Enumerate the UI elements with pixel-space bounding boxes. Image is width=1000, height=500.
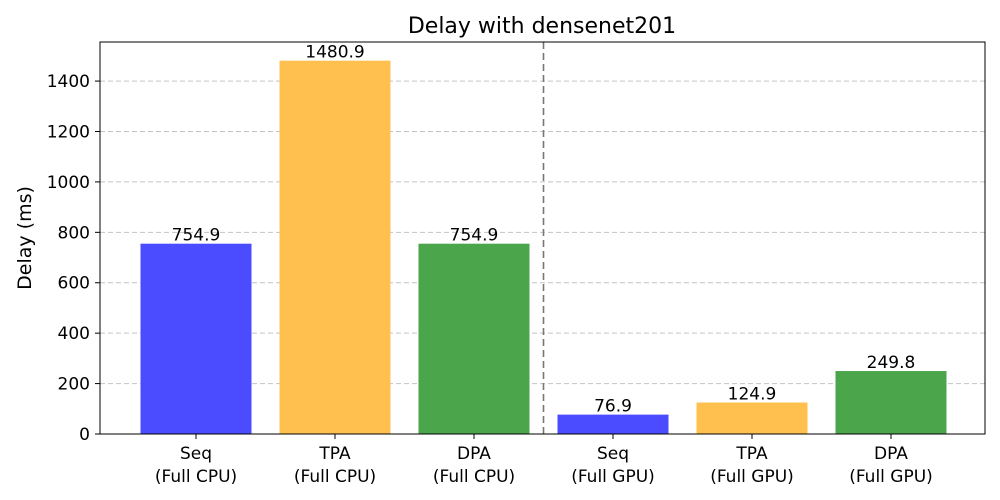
x-tick-label: (Full GPU) [849,467,933,487]
y-tick-label: 0 [79,425,90,445]
bar-value-label: 124.9 [728,385,777,405]
x-tick-label: (Full GPU) [710,467,794,487]
value-labels: 754.9 1480.9 754.9 76.9 124.9 249.8 [172,43,916,417]
x-tick-label: DPA [874,444,908,464]
y-tick-label: 1400 [47,72,90,92]
bar [140,243,252,434]
x-tick-label: Seq [180,444,212,464]
bar [279,60,391,434]
bar [835,371,947,434]
bar [557,414,669,434]
y-tick-label: 600 [58,274,90,294]
bar [696,402,808,434]
bars [140,60,947,434]
y-tick-label: 400 [58,324,90,344]
x-tick-label: (Full CPU) [155,467,237,487]
bar-value-label: 1480.9 [305,43,364,63]
x-tick-label: (Full CPU) [294,467,376,487]
x-tick-label: (Full CPU) [433,467,515,487]
x-axis-ticks: Seq (Full CPU) TPA (Full CPU) DPA (Full CPU) S… [155,434,933,487]
bar-value-label: 754.9 [172,226,221,246]
bar-value-label: 249.8 [867,353,916,373]
y-tick-label: 1000 [47,173,90,193]
x-tick-label: Seq [597,444,629,464]
bar-value-label: 76.9 [594,397,632,417]
y-tick-label: 1200 [47,122,90,142]
x-tick-label: TPA [318,444,351,464]
bar [418,243,530,434]
y-tick-label: 200 [58,375,90,395]
plot-frame [99,41,986,435]
x-tick-label: DPA [457,444,491,464]
x-tick-label: TPA [735,444,768,464]
x-tick-label: (Full GPU) [571,467,655,487]
bar-value-label: 754.9 [450,226,499,246]
chart-title: Delay with densenet201 [408,14,676,39]
y-axis-ticks: 0 200 400 600 800 1000 1200 1400 [47,72,100,445]
y-axis-label: Delay (ms) [14,186,36,290]
y-tick-label: 800 [58,223,90,243]
